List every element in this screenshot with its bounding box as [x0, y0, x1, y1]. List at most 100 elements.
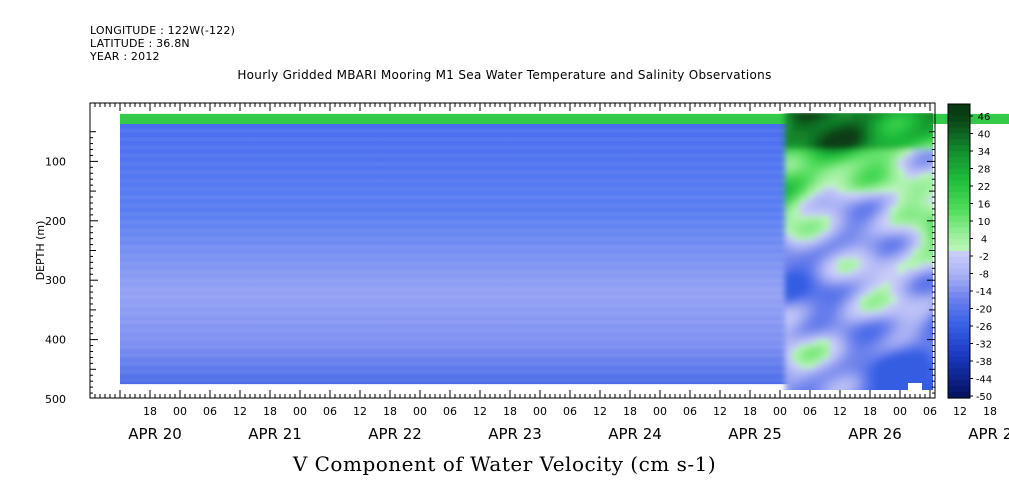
- observed-cell: [867, 197, 876, 203]
- observed-cell: [822, 192, 831, 199]
- colorbar-label: -32: [976, 340, 992, 351]
- observed-cell: [815, 135, 824, 142]
- observed-cell: [912, 268, 921, 275]
- observed-cell: [800, 206, 809, 213]
- observed-cell: [897, 296, 906, 303]
- observed-cell: [927, 282, 933, 289]
- observed-cell: [905, 306, 914, 313]
- observed-cell: [822, 144, 831, 151]
- observed-cell: [1003, 378, 1009, 384]
- observed-cell: [875, 330, 884, 336]
- colorbar-swatch: [948, 168, 970, 176]
- observed-cell: [882, 254, 891, 260]
- observed-cell: [830, 230, 839, 237]
- observed-cell: [1003, 264, 1009, 270]
- observed-cell: [852, 197, 861, 203]
- observed-cell: [837, 130, 846, 137]
- observed-cell: [1003, 354, 1009, 360]
- observed-cell: [800, 144, 809, 151]
- observed-cell: [845, 334, 854, 341]
- observed-cell: [995, 183, 1004, 189]
- observed-cell: [815, 125, 824, 132]
- observed-cell: [830, 235, 839, 241]
- observed-cell: [822, 239, 831, 246]
- observed-cell: [800, 163, 809, 170]
- observed-cell: [995, 197, 1004, 203]
- colorbar-label: -50: [976, 392, 992, 403]
- observed-cell: [867, 363, 876, 370]
- observed-cell: [792, 220, 801, 227]
- observed-cell: [935, 235, 944, 241]
- observed-cell: [890, 301, 899, 308]
- observed-cell: [927, 268, 933, 275]
- colorbar-swatch: [948, 298, 970, 305]
- observed-cell: [927, 372, 933, 379]
- observed-cell: [867, 268, 876, 275]
- observed-cell: [852, 159, 861, 165]
- observed-cell: [792, 358, 801, 365]
- observed-cell: [837, 273, 846, 279]
- observed-cell: [995, 325, 1004, 331]
- observed-cell: [830, 258, 839, 265]
- observed-cell: [875, 113, 884, 118]
- observed-cell: [890, 144, 899, 151]
- observed-cell: [852, 353, 861, 360]
- observed-cell: [927, 144, 933, 151]
- interpolated-band: [120, 344, 795, 349]
- observed-cell: [867, 320, 876, 327]
- observed-cell: [1003, 311, 1009, 317]
- observed-cell: [822, 325, 831, 332]
- observed-cell: [882, 140, 891, 146]
- observed-cell: [897, 244, 906, 251]
- observed-cell: [852, 382, 861, 389]
- observed-cell: [792, 344, 801, 351]
- observed-cell: [867, 216, 876, 222]
- observed-cell: [920, 311, 929, 317]
- observed-cell: [867, 211, 876, 218]
- observed-cell: [860, 206, 869, 213]
- observed-cell: [830, 349, 839, 355]
- observed-cell: [867, 301, 876, 308]
- observed-cell: [822, 235, 831, 241]
- observed-cell: [800, 358, 809, 365]
- observed-cell: [995, 202, 1004, 208]
- colorbar-swatch: [948, 104, 970, 111]
- observed-cell: [785, 258, 794, 265]
- observed-cell: [785, 154, 794, 161]
- observed-cell: [897, 225, 906, 232]
- observed-cell: [792, 235, 801, 241]
- interpolated-band: [120, 261, 795, 266]
- observed-cell: [860, 387, 869, 390]
- observed-cell: [927, 173, 933, 180]
- observed-cell: [845, 244, 854, 251]
- observed-cell: [807, 163, 816, 170]
- observed-cell: [995, 154, 1004, 160]
- observed-cell: [867, 140, 876, 146]
- observed-cell: [860, 287, 869, 294]
- observed-cell: [800, 230, 809, 237]
- observed-cell: [875, 201, 884, 208]
- observed-cell: [890, 315, 899, 322]
- observed-cell: [815, 201, 824, 208]
- observed-cell: [860, 140, 869, 146]
- observed-cell: [845, 320, 854, 327]
- observed-cell: [785, 382, 794, 389]
- observed-cell: [905, 292, 914, 298]
- observed-cell: [800, 173, 809, 180]
- observed-cell: [837, 249, 846, 256]
- observed-cell: [912, 130, 921, 137]
- observed-cell: [785, 306, 794, 313]
- observed-cell: [912, 320, 921, 327]
- observed-cell: [845, 372, 854, 379]
- observed-cell: [890, 353, 899, 360]
- observed-cell: [905, 121, 914, 127]
- observed-cell: [905, 135, 914, 142]
- observed-cell: [890, 220, 899, 227]
- interpolated-band: [120, 153, 795, 158]
- observed-cell: [927, 301, 933, 308]
- observed-cell: [807, 249, 816, 256]
- observed-cell: [800, 292, 809, 298]
- observed-cell: [897, 121, 906, 127]
- observed-cell: [920, 130, 929, 137]
- observed-cell: [882, 377, 891, 384]
